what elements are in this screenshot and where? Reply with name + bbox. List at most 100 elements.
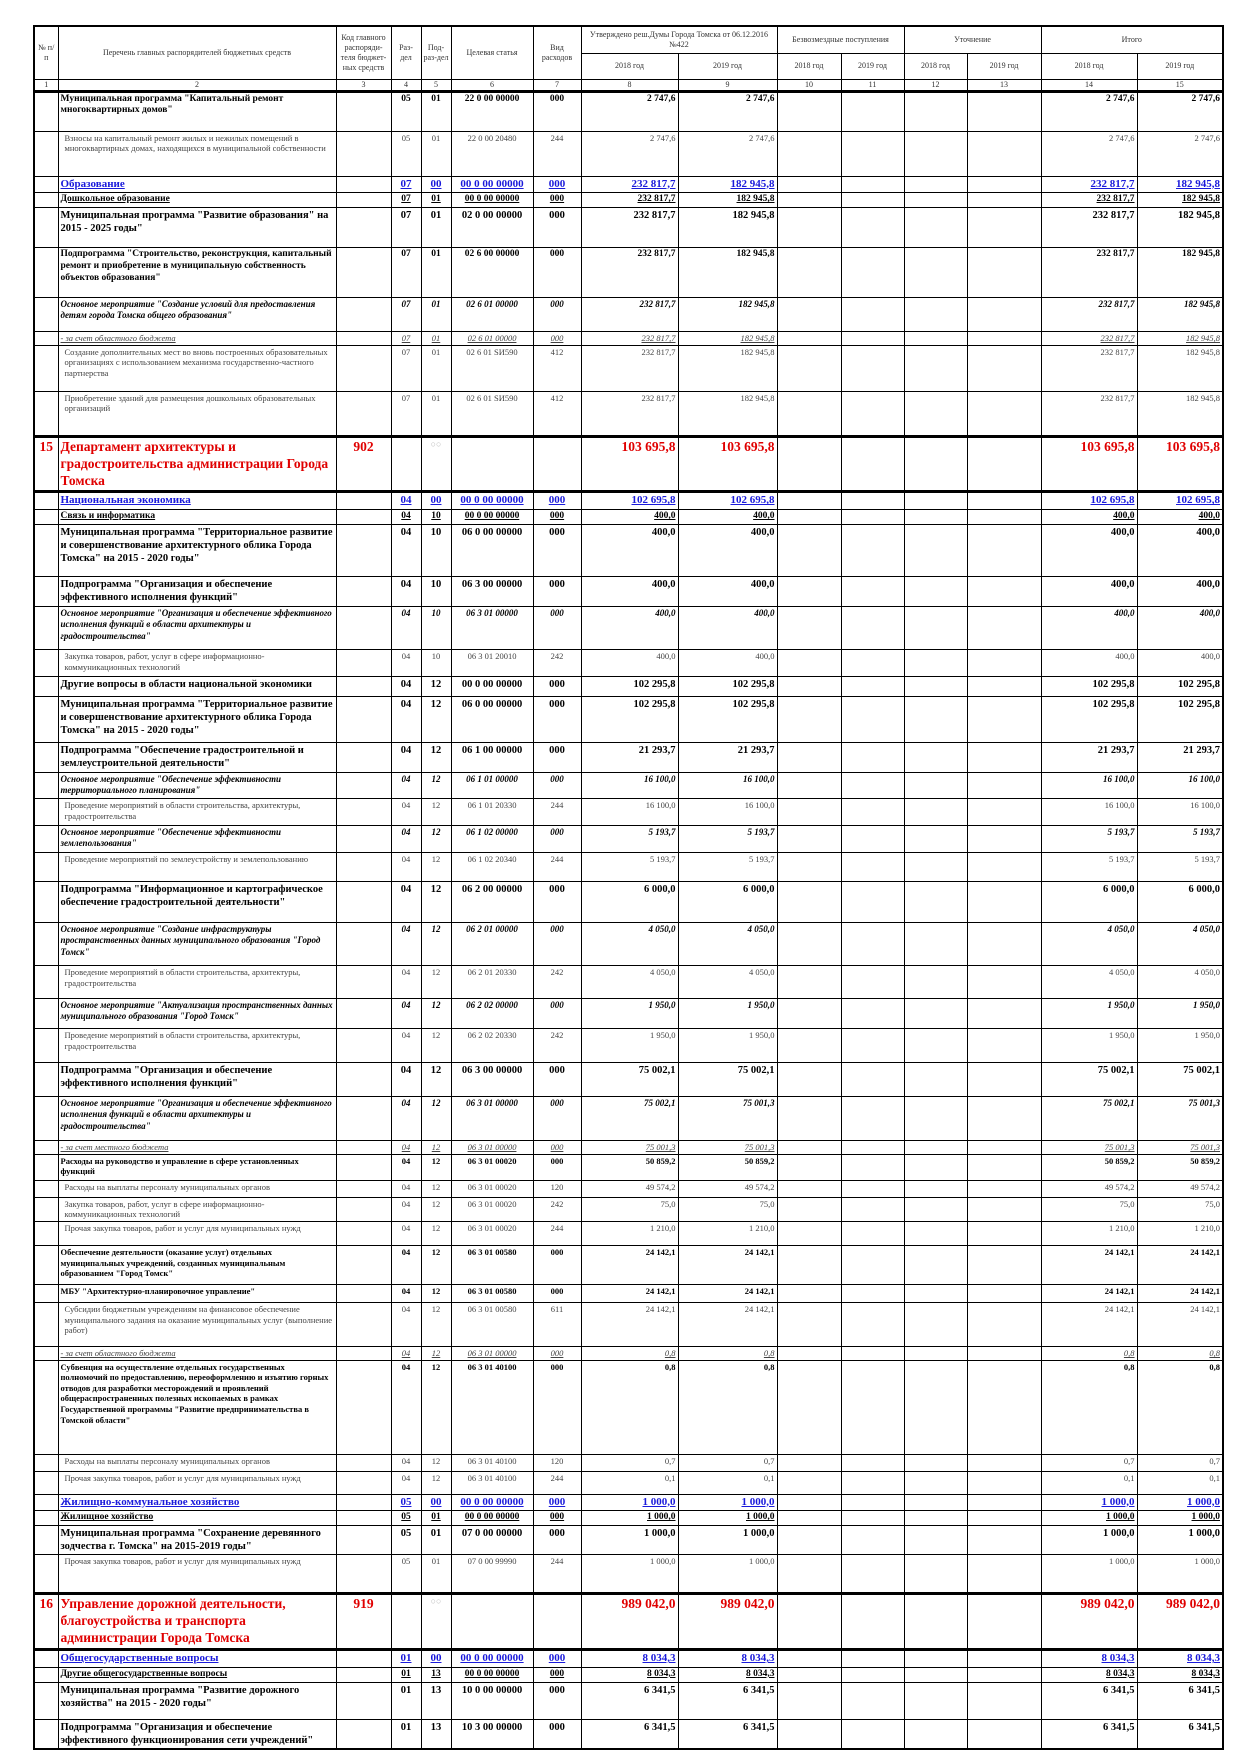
cell-approved-2018: 4 050,0 bbox=[580, 922, 679, 966]
cell-total-2019: 400,0 bbox=[1136, 509, 1224, 525]
cell-approved-2018: 24 142,1 bbox=[580, 1283, 679, 1303]
row-razdel: 07 bbox=[390, 192, 422, 209]
cell-clarify-2019 bbox=[966, 606, 1042, 650]
row-kod bbox=[335, 606, 392, 650]
cell-approved-2019: 103 695,8 bbox=[677, 434, 778, 494]
row-kod bbox=[335, 1470, 392, 1495]
cell-approved-2019: 6 000,0 bbox=[677, 881, 778, 923]
column-number: 6 bbox=[450, 78, 534, 93]
row-celevaya-statya: 00 0 00 00000 bbox=[450, 1510, 534, 1527]
cell-total-2019: 182 945,8 bbox=[1136, 331, 1224, 346]
cell-free-2019 bbox=[840, 1470, 905, 1495]
row-celevaya-statya: 06 1 00 00000 bbox=[450, 742, 534, 773]
row-name: Основное мероприятие "Организация и обес… bbox=[57, 1096, 337, 1141]
row-name: Подпрограмма "Организация и обеспечение … bbox=[57, 1718, 337, 1750]
cell-clarify-2018 bbox=[903, 434, 968, 494]
cell-approved-2019: 5 193,7 bbox=[677, 825, 778, 853]
column-number: 13 bbox=[966, 78, 1042, 93]
row-podrazdel: 12 bbox=[420, 1179, 452, 1198]
column-number: 9 bbox=[677, 78, 778, 93]
table-row: Муниципальная программа "Территориальное… bbox=[33, 524, 1224, 577]
cell-clarify-2019 bbox=[966, 825, 1042, 853]
row-vid-rashodov: 000 bbox=[532, 1345, 582, 1361]
row-vid-rashodov: 244 bbox=[532, 130, 582, 177]
cell-total-2018: 2 747,6 bbox=[1040, 90, 1138, 132]
row-number bbox=[33, 825, 59, 853]
table-row: Муниципальная программа "Капитальный рем… bbox=[33, 90, 1224, 132]
row-number bbox=[33, 1220, 59, 1246]
table-row: Субсидии бюджетным учреждениям на финанс… bbox=[33, 1301, 1224, 1347]
row-name: Создание дополнительных мест во вновь по… bbox=[57, 344, 337, 392]
cell-approved-2018: 75,0 bbox=[580, 1196, 679, 1222]
row-name: Проведение мероприятий в области строите… bbox=[57, 965, 337, 999]
cell-total-2018: 4 050,0 bbox=[1040, 922, 1138, 966]
row-name: Муниципальная программа "Капитальный рем… bbox=[57, 90, 337, 132]
cell-clarify-2019 bbox=[966, 772, 1042, 799]
row-vid-rashodov: 000 bbox=[532, 998, 582, 1029]
cell-approved-2018: 1 000,0 bbox=[580, 1554, 679, 1595]
cell-approved-2018: 1 000,0 bbox=[580, 1525, 679, 1556]
cell-clarify-2019 bbox=[966, 1681, 1042, 1720]
cell-total-2018: 8 034,3 bbox=[1040, 1666, 1138, 1683]
cell-free-2019 bbox=[840, 207, 905, 249]
row-celevaya-statya: 06 3 01 00020 bbox=[450, 1196, 534, 1222]
row-number bbox=[33, 1244, 59, 1285]
row-celevaya-statya: 02 6 01 SИ590 bbox=[450, 344, 534, 392]
row-number bbox=[33, 649, 59, 677]
cell-approved-2019: 182 945,8 bbox=[677, 344, 778, 392]
cell-clarify-2019 bbox=[966, 1649, 1042, 1668]
cell-free-2019 bbox=[840, 1301, 905, 1347]
row-podrazdel: 00 bbox=[420, 491, 452, 511]
row-name: Основное мероприятие "Актуализация прост… bbox=[57, 998, 337, 1029]
row-name: Взносы на капитальный ремонт жилых и неж… bbox=[57, 130, 337, 177]
cell-clarify-2019 bbox=[966, 1592, 1042, 1651]
table-row: Другие вопросы в области национальной эк… bbox=[33, 676, 1224, 697]
cell-free-2019 bbox=[840, 696, 905, 743]
row-celevaya-statya: 06 2 02 00000 bbox=[450, 998, 534, 1029]
cell-clarify-2019 bbox=[966, 852, 1042, 882]
cell-clarify-2018 bbox=[903, 576, 968, 607]
cell-total-2019: 0,1 bbox=[1136, 1470, 1224, 1495]
cell-total-2018: 102 295,8 bbox=[1040, 676, 1138, 697]
row-vid-rashodov: 000 bbox=[532, 606, 582, 650]
row-podrazdel: 12 bbox=[420, 1220, 452, 1246]
cell-total-2018: 400,0 bbox=[1040, 606, 1138, 650]
cell-clarify-2019 bbox=[966, 1140, 1042, 1155]
cell-total-2019: 6 000,0 bbox=[1136, 881, 1224, 923]
table-row: Субвенция на осуществление отдельных гос… bbox=[33, 1359, 1224, 1455]
cell-total-2019: 5 193,7 bbox=[1136, 852, 1224, 882]
row-razdel: 04 bbox=[390, 1096, 422, 1141]
row-podrazdel: 12 bbox=[420, 1359, 452, 1455]
row-number bbox=[33, 130, 59, 177]
cell-total-2019: 1 210,0 bbox=[1136, 1220, 1224, 1246]
cell-clarify-2019 bbox=[966, 390, 1042, 437]
cell-approved-2018: 0,1 bbox=[580, 1470, 679, 1495]
row-celevaya-statya: 00 0 00 00000 bbox=[450, 491, 534, 511]
table-row: Национальная экономика 04 00 00 0 00 00000 0… bbox=[33, 491, 1224, 511]
row-number: 15 bbox=[33, 434, 59, 494]
table-row: Основное мероприятие "Актуализация прост… bbox=[33, 998, 1224, 1029]
cell-free-2018 bbox=[776, 825, 842, 853]
cell-total-2019: 6 341,5 bbox=[1136, 1681, 1224, 1720]
cell-total-2018: 1 000,0 bbox=[1040, 1493, 1138, 1512]
cell-free-2019 bbox=[840, 390, 905, 437]
row-name: Муниципальная программа "Территориальное… bbox=[57, 524, 337, 577]
header-approved: Утверждено реш.Думы Города Томска от 06.… bbox=[580, 25, 778, 54]
cell-approved-2018: 232 817,7 bbox=[580, 390, 679, 437]
cell-approved-2018: 50 859,2 bbox=[580, 1153, 679, 1181]
row-razdel: 04 bbox=[390, 852, 422, 882]
cell-clarify-2018 bbox=[903, 192, 968, 209]
table-row: Расходы на выплаты персоналу муниципальн… bbox=[33, 1179, 1224, 1198]
cell-total-2018: 8 034,3 bbox=[1040, 1649, 1138, 1668]
row-vid-rashodov: 000 bbox=[532, 491, 582, 511]
row-name: Подпрограмма "Организация и обеспечение … bbox=[57, 576, 337, 607]
row-name: Связь и информатика bbox=[57, 509, 337, 525]
table-row: - за счет областного бюджета 07 01 02 6 01 … bbox=[33, 331, 1224, 346]
cell-free-2019 bbox=[840, 965, 905, 999]
row-podrazdel: 12 bbox=[420, 881, 452, 923]
cell-approved-2018: 989 042,0 bbox=[580, 1592, 679, 1651]
cell-approved-2018: 400,0 bbox=[580, 649, 679, 677]
column-number: 1 bbox=[33, 78, 59, 93]
cell-approved-2018: 400,0 bbox=[580, 524, 679, 577]
row-kod bbox=[335, 344, 392, 392]
